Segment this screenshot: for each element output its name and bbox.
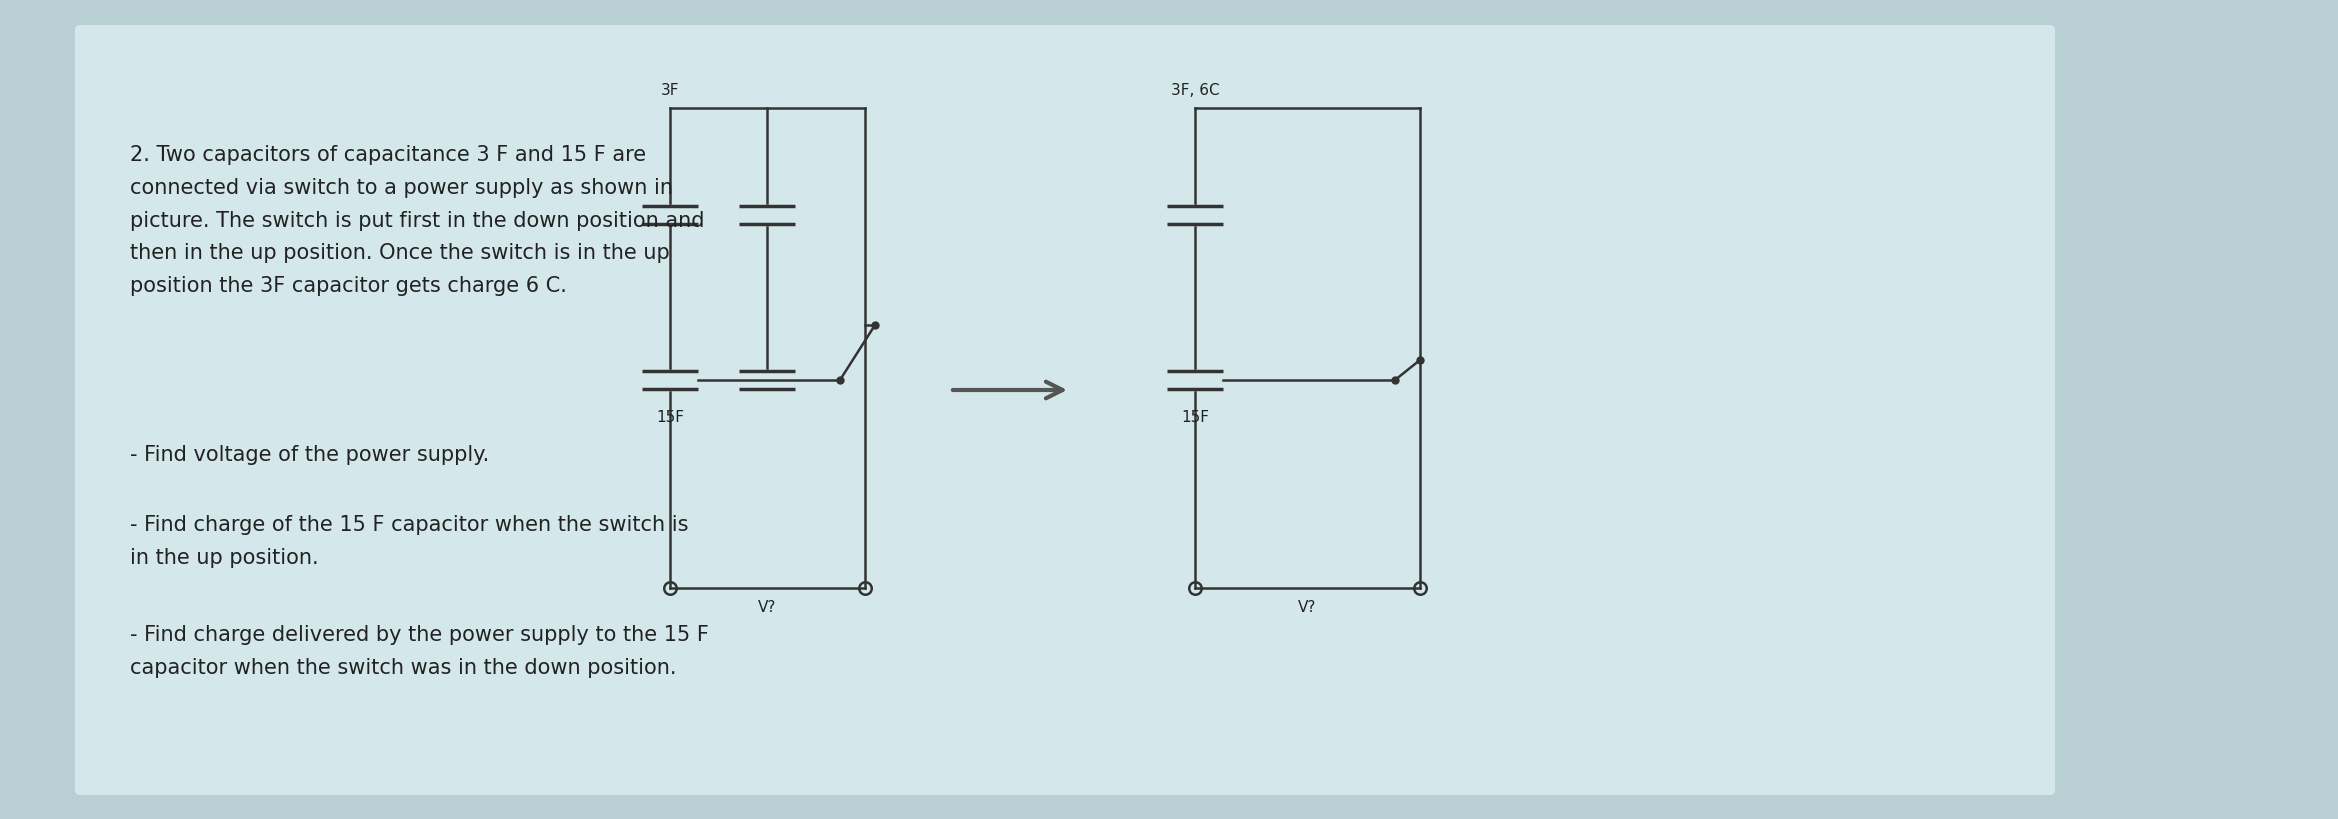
Text: 3F: 3F	[662, 83, 680, 98]
Text: V?: V?	[758, 600, 776, 615]
Text: 2. Two capacitors of capacitance 3 F and 15 F are
connected via switch to a powe: 2. Two capacitors of capacitance 3 F and…	[131, 145, 704, 296]
Text: 15F: 15F	[657, 410, 685, 425]
Text: - Find voltage of the power supply.: - Find voltage of the power supply.	[131, 445, 489, 465]
Text: V?: V?	[1298, 600, 1316, 615]
Text: 15F: 15F	[1181, 410, 1209, 425]
Text: - Find charge delivered by the power supply to the 15 F
capacitor when the switc: - Find charge delivered by the power sup…	[131, 625, 708, 678]
Text: - Find charge of the 15 F capacitor when the switch is
in the up position.: - Find charge of the 15 F capacitor when…	[131, 515, 687, 568]
Text: 3F, 6C: 3F, 6C	[1171, 83, 1220, 98]
FancyBboxPatch shape	[75, 25, 2055, 795]
